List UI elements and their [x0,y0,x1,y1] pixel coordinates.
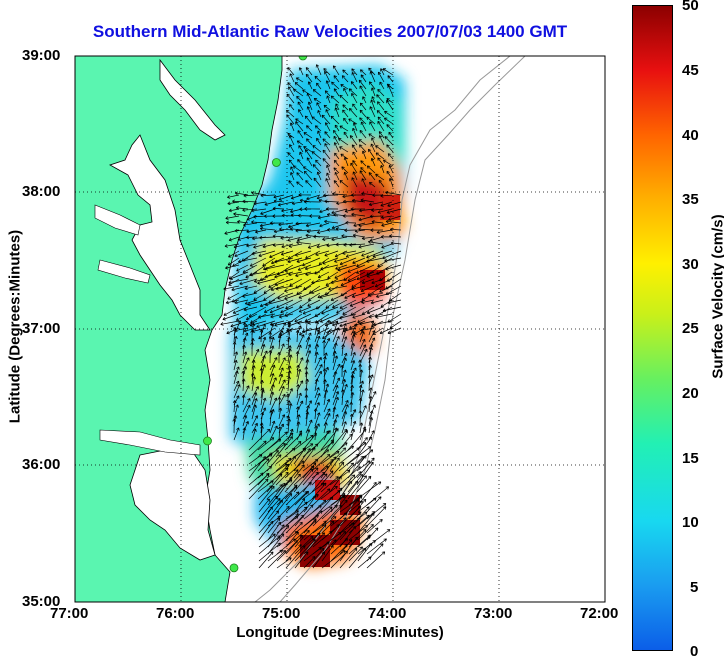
colorbar-tick-label: 50 [682,0,699,14]
y-tick-label: 37:00 [22,320,60,337]
x-tick-label: 72:00 [580,605,618,622]
colorbar-tick-label: 20 [682,385,699,402]
colorbar [632,5,673,651]
x-tick-label: 74:00 [368,605,406,622]
station-mid [272,158,280,166]
colorbar-tick-label: 25 [682,320,699,337]
colorbar-tick-label: 10 [682,514,699,531]
colorbar-tick-label: 30 [682,256,699,273]
station-south-2 [230,564,238,572]
y-tick-label: 39:00 [22,47,60,64]
colorbar-tick-label: 35 [682,191,699,208]
colorbar-tick-label: 45 [682,62,699,79]
x-axis-label: Longitude (Degrees:Minutes) [75,624,605,641]
colorbar-tick-label: 0 [690,643,698,660]
station-south-1 [204,437,212,445]
x-tick-label: 76:00 [156,605,194,622]
colorbar-tick-label: 15 [682,450,699,467]
x-tick-label: 75:00 [262,605,300,622]
colorbar-tick-label: 5 [690,579,698,596]
x-tick-label: 73:00 [474,605,512,622]
y-tick-label: 38:00 [22,183,60,200]
y-tick-label: 36:00 [22,456,60,473]
y-tick-label: 35:00 [22,593,60,610]
colorbar-tick-label: 40 [682,127,699,144]
y-axis-label: Latitude (Degrees:Minutes) [7,202,24,452]
colorbar-label: Surface Velocity (cm/s) [710,167,724,427]
